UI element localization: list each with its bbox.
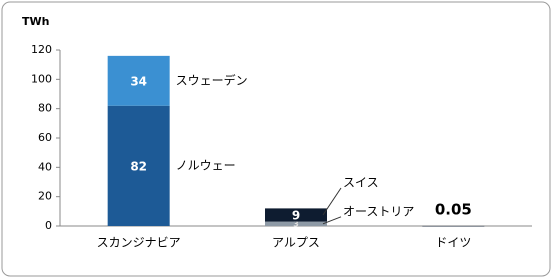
x-tick-label: ドイツ	[435, 236, 471, 250]
y-tick-label: 60	[38, 131, 52, 144]
series-name: スイス	[343, 176, 379, 190]
y-axis-label: TWh	[22, 15, 49, 28]
series-name: オーストリア	[343, 204, 414, 218]
bar-segment	[422, 225, 485, 227]
bar-segment	[107, 55, 170, 106]
x-tick-label: スカンジナビア	[97, 236, 181, 250]
bar-segment	[265, 208, 327, 222]
bar-segment	[107, 105, 170, 226]
series-name: ノルウェー	[176, 158, 236, 172]
value-label: 34	[130, 74, 147, 88]
y-tick-label: 0	[45, 219, 52, 232]
y-tick-label: 120	[31, 43, 52, 56]
y-tick-label: 80	[38, 102, 52, 115]
y-tick-label: 40	[38, 160, 52, 173]
leader-line	[322, 216, 342, 225]
leader-line	[322, 187, 342, 216]
value-label: 0.05	[435, 200, 472, 218]
series-name: スウェーデン	[176, 72, 248, 87]
y-tick-label: 20	[38, 190, 52, 203]
value-label: 9	[292, 209, 300, 223]
x-tick-label: アルプス	[272, 236, 320, 250]
y-tick-label: 100	[31, 72, 52, 85]
value-label: 82	[130, 159, 147, 173]
value-label: 3	[293, 219, 299, 228]
bar-segment	[265, 221, 327, 226]
